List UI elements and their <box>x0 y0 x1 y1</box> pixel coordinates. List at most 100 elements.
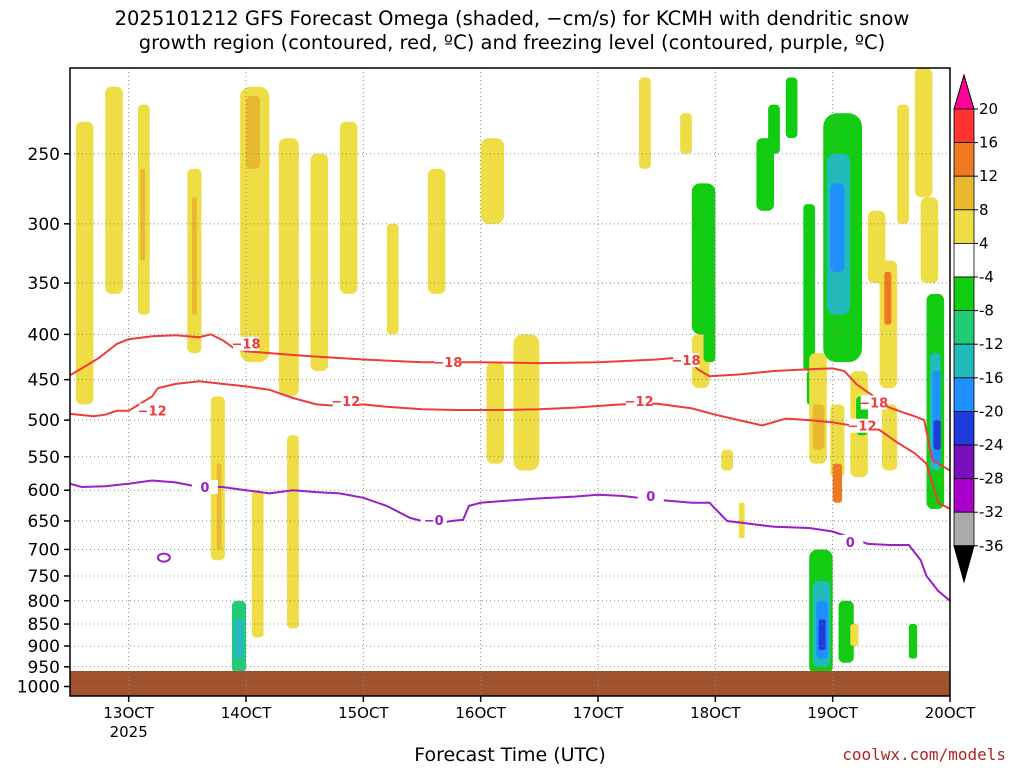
contour-label: −12 <box>138 404 167 419</box>
omega-region <box>234 619 244 659</box>
x-tick-label: 19OCT <box>807 704 858 722</box>
contour-label-bg <box>626 393 653 408</box>
grid-layer <box>70 68 950 696</box>
omega-region <box>897 104 909 224</box>
omega-shading-layer <box>75 68 945 675</box>
contour-label-bg <box>191 479 218 494</box>
colorbar-swatch <box>953 108 975 143</box>
contour-label-bg <box>673 353 699 368</box>
contour-label: −12 <box>331 395 360 410</box>
contour-minus12 <box>70 380 950 510</box>
y-tick-label: 900 <box>28 637 60 657</box>
colorbar-swatch <box>953 478 975 513</box>
contour-label: 0 <box>846 536 855 551</box>
omega-region <box>914 68 933 198</box>
x-tick-label: 15OCT <box>338 704 389 722</box>
colorbar-tick-label: 8 <box>979 201 989 219</box>
omega-region <box>884 271 892 325</box>
colorbar-swatch <box>953 310 975 345</box>
omega-region <box>768 104 780 154</box>
contour-label: 0 <box>200 481 209 496</box>
contour-label: −18 <box>859 396 888 411</box>
contour-label-bg <box>233 336 259 351</box>
colorbar-swatch <box>953 209 975 244</box>
contour-label: −12 <box>625 395 654 410</box>
y-tick-label: 450 <box>28 371 60 391</box>
colorbar-bottom-triangle <box>953 545 975 584</box>
contour-label: 0 <box>646 490 655 505</box>
ground-layer <box>70 671 950 696</box>
colorbar-tick-label: -36 <box>979 537 1004 555</box>
y-tick-label: 650 <box>28 512 60 532</box>
colorbar-tick-label: -16 <box>979 369 1004 387</box>
x-tick-label: 16OCT <box>455 704 506 722</box>
colorbar-tick-label: -8 <box>979 302 994 320</box>
colorbar-top-triangle <box>953 73 975 110</box>
colorbar-tick-label: -12 <box>979 335 1004 353</box>
omega-region <box>933 420 941 450</box>
contour-label: −12 <box>848 420 877 435</box>
plot-frame <box>69 67 951 697</box>
colorbar-swatch <box>953 242 975 278</box>
omega-region <box>850 624 859 647</box>
y-tick-label: 700 <box>28 540 60 560</box>
omega-region <box>246 95 261 169</box>
y-tick-label: 600 <box>28 481 60 501</box>
contour-label-bg <box>139 403 166 418</box>
omega-region <box>192 197 197 315</box>
source-credit: coolwx.com/models <box>842 745 1006 764</box>
omega-region <box>310 153 329 372</box>
omega-region <box>278 138 299 397</box>
chart-title-line-2: growth region (contoured, red, ºC) and f… <box>138 31 886 54</box>
chart-title-line-1: 2025101212 GFS Forecast Omega (shaded, −… <box>114 7 910 30</box>
colorbar-swatch <box>953 343 975 379</box>
y-tick-label: 950 <box>28 658 60 678</box>
colorbar-tick-label: -24 <box>979 436 1004 454</box>
omega-region <box>785 77 798 139</box>
y-tick-label: 850 <box>28 615 60 635</box>
colorbar: 20 16 12 8 4 -4 -8 -12 -16 -20 -24 -28 -32 -36 <box>953 73 1004 584</box>
contour-label-bg <box>332 393 359 408</box>
omega-region <box>639 77 651 169</box>
colorbar-swatch <box>953 444 975 479</box>
colorbar-swatch <box>953 276 975 311</box>
omega-region <box>703 314 716 363</box>
omega-region <box>691 183 716 335</box>
x-tick-sublabel: 2025 <box>110 723 148 741</box>
x-axis-label: Forecast Time (UTC) <box>414 744 606 766</box>
omega-region <box>486 362 505 464</box>
y-tick-label: 500 <box>28 411 60 431</box>
small-purple-contour <box>156 552 171 563</box>
colorbar-tick-label: 20 <box>979 100 998 118</box>
y-tick-label: 350 <box>28 274 60 294</box>
x-tick-label: 20OCT <box>925 704 976 722</box>
colorbar-swatch <box>953 175 975 211</box>
colorbar-swatch <box>953 142 975 177</box>
contour-label-bg <box>860 395 887 410</box>
omega-region <box>105 86 123 294</box>
omega-region <box>832 463 843 503</box>
y-tick-label: 750 <box>28 567 60 587</box>
colorbar-tick-label: 16 <box>979 134 998 152</box>
omega-region <box>386 223 399 335</box>
omega-region <box>339 121 358 294</box>
contour-label: −18 <box>672 354 701 369</box>
omega-region <box>812 404 825 450</box>
omega-region <box>838 600 854 663</box>
colorbar-tick-label: -4 <box>979 268 994 286</box>
contour-layer: −18 −18 −18 −18 −12 −12 −12 −12 0 −0 0 0 <box>70 333 950 602</box>
omega-region <box>287 435 299 629</box>
colorbar-tick-label: -20 <box>979 402 1004 420</box>
colorbar-tick-label: 4 <box>979 234 989 252</box>
y-axis-ticks: 2503003504004505005506006507007508008509… <box>17 145 70 698</box>
y-tick-label: 800 <box>28 592 60 612</box>
omega-region <box>738 502 745 539</box>
x-tick-label: 18OCT <box>690 704 741 722</box>
y-tick-label: 250 <box>28 145 60 165</box>
omega-region <box>721 449 733 471</box>
omega-region <box>251 490 264 638</box>
omega-region <box>140 168 146 261</box>
omega-region <box>75 121 94 405</box>
omega-region <box>830 183 845 272</box>
